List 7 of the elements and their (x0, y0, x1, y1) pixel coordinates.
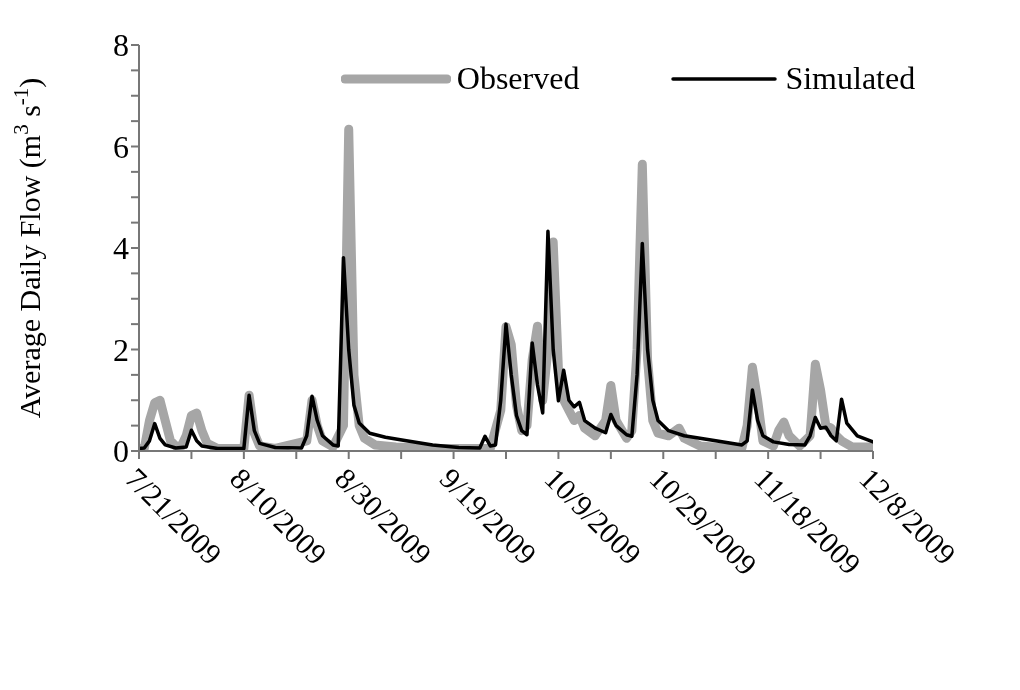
legend-label: Simulated (785, 60, 916, 97)
y-tick-label: 2 (113, 331, 129, 368)
y-tick-label: 8 (113, 27, 129, 64)
y-tick-label: 6 (113, 128, 129, 165)
y-tick-label: 0 (113, 433, 129, 470)
legend-label: Observed (456, 60, 580, 97)
y-tick-label: 4 (113, 230, 129, 267)
